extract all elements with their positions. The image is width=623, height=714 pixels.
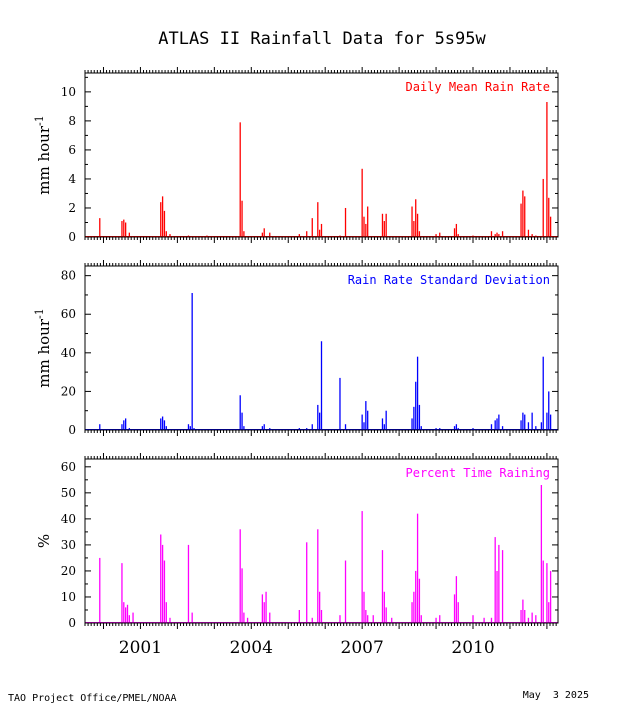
x-tick-label-2007: 2007 bbox=[341, 638, 384, 658]
plot-frame bbox=[84, 458, 559, 624]
y-tick-label: 4 bbox=[68, 172, 76, 186]
y-tick-label: 60 bbox=[61, 460, 76, 474]
panel-rain-rate-std-dev: 0 20 40 60 80 Rain Rate Standard Deviation mm … bbox=[33, 260, 559, 437]
y-axis-label: mm hour-1 bbox=[33, 308, 53, 387]
series-bars bbox=[99, 485, 552, 623]
y-axis-label: % bbox=[35, 534, 53, 548]
y-tick-label: 8 bbox=[68, 114, 76, 128]
series-bars bbox=[99, 293, 552, 430]
series-bars bbox=[99, 102, 552, 237]
x-tick-label-2010: 2010 bbox=[451, 638, 494, 658]
series-label: Daily Mean Rain Rate bbox=[406, 80, 551, 94]
y-axis: 0 10 20 30 40 50 60 bbox=[61, 460, 558, 630]
plot-frame bbox=[84, 265, 559, 431]
chart-title: ATLAS II Rainfall Data for 5s95w bbox=[158, 29, 486, 49]
plot-frame bbox=[84, 72, 559, 238]
y-tick-label: 60 bbox=[61, 307, 76, 321]
y-axis-label: mm hour-1 bbox=[33, 115, 53, 194]
x-tick-label-2004: 2004 bbox=[230, 638, 273, 658]
y-tick-label: 0 bbox=[68, 616, 76, 630]
y-tick-label: 10 bbox=[61, 85, 76, 99]
series-label: Rain Rate Standard Deviation bbox=[348, 273, 550, 287]
footer-date: May 3 2025 bbox=[523, 690, 589, 701]
y-tick-label: 30 bbox=[61, 538, 76, 552]
y-axis: 0 20 40 60 80 bbox=[61, 269, 558, 437]
x-axis-year-labels: 2001 2004 2007 2010 bbox=[119, 638, 495, 658]
y-axis: 0 2 4 6 8 10 bbox=[61, 76, 558, 244]
panel-percent-time-raining: 0 10 20 30 40 50 60 Percent Time Raining% bbox=[35, 453, 559, 630]
y-tick-label: 10 bbox=[61, 590, 76, 604]
y-tick-label: 6 bbox=[68, 143, 76, 157]
y-tick-label: 0 bbox=[68, 230, 76, 244]
y-tick-label: 40 bbox=[61, 346, 76, 360]
y-tick-label: 20 bbox=[61, 384, 76, 398]
footer-credit: TAO Project Office/PMEL/NOAA bbox=[8, 693, 177, 704]
y-tick-label: 20 bbox=[61, 564, 76, 578]
y-tick-label: 0 bbox=[68, 423, 76, 437]
series-label: Percent Time Raining bbox=[406, 466, 551, 480]
x-tick-label-2001: 2001 bbox=[119, 638, 162, 658]
y-tick-label: 2 bbox=[68, 201, 76, 215]
y-tick-label: 40 bbox=[61, 512, 76, 526]
y-tick-label: 50 bbox=[61, 486, 76, 500]
y-tick-label: 80 bbox=[61, 269, 76, 283]
panel-daily-mean-rain-rate: 0 2 4 6 8 10 Daily Mean Rain Rate mm hour-1 bbox=[33, 67, 559, 244]
